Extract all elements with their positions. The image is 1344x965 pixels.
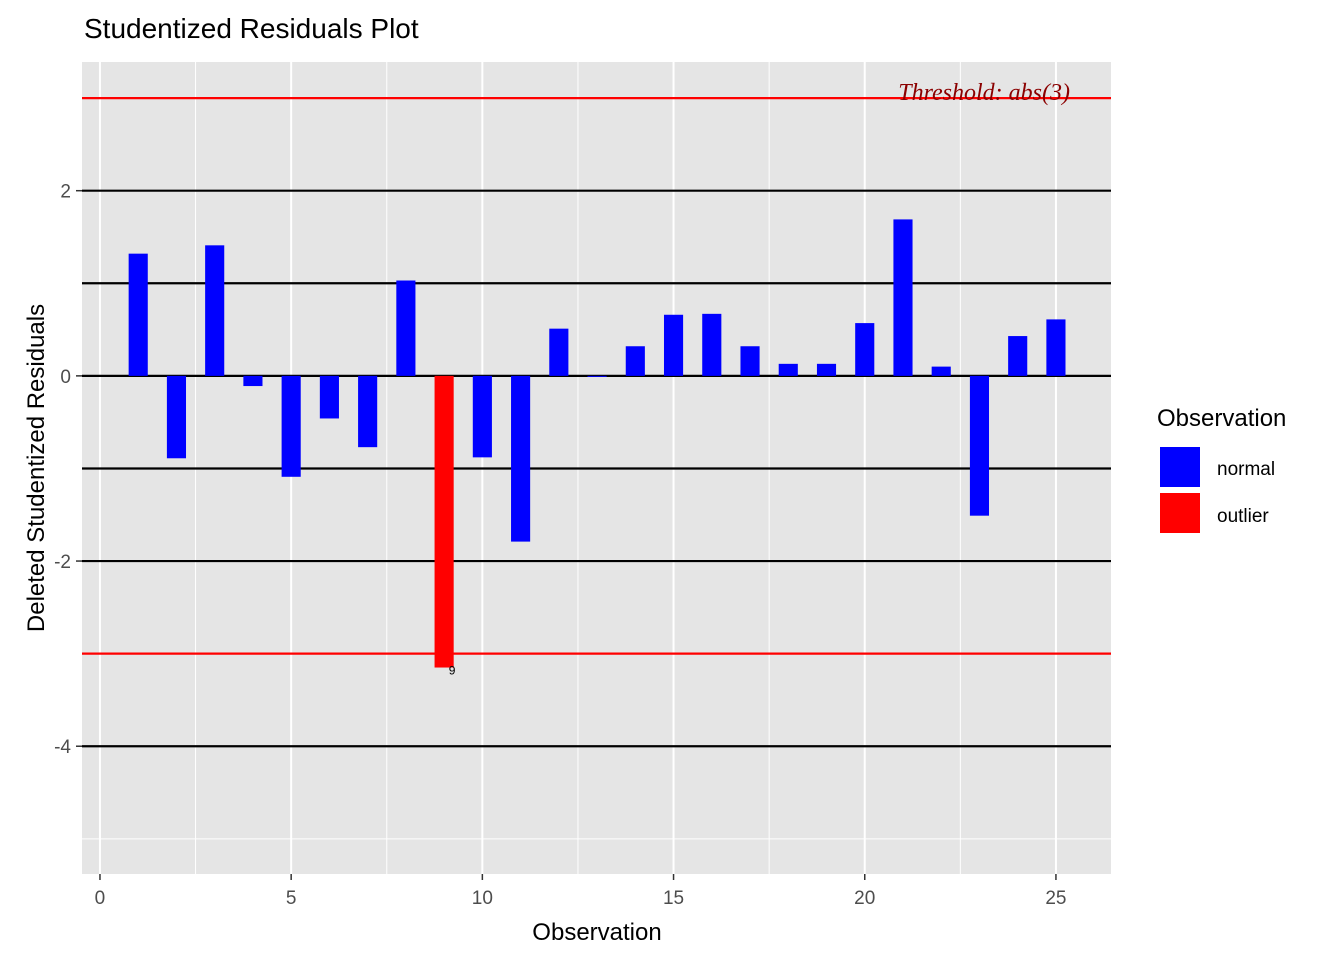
bar-obs-6 <box>319 375 339 419</box>
legend: Observation normal outlier <box>1157 405 1286 535</box>
x-tick-label: 10 <box>472 888 493 909</box>
bar-obs-2 <box>166 375 187 459</box>
y-tick-label: 2 <box>60 182 71 203</box>
bar-obs-25 <box>1046 319 1066 376</box>
bar-obs-14 <box>625 346 645 376</box>
legend-key-normal <box>1158 445 1202 489</box>
y-axis-label: Deleted Studentized Residuals <box>23 304 50 632</box>
x-tick-label: 25 <box>1045 888 1066 909</box>
bar-obs-5 <box>281 375 301 477</box>
y-tick-label: -4 <box>54 737 71 758</box>
bar-obs-9 <box>434 375 454 668</box>
y-tick-label: -2 <box>54 552 71 573</box>
x-tick-label: 0 <box>95 888 106 909</box>
legend-key-outlier <box>1158 491 1202 535</box>
bar-obs-15 <box>663 314 684 376</box>
bar-obs-19 <box>816 363 837 376</box>
bar-obs-10 <box>472 375 492 458</box>
bar-obs-17 <box>740 346 760 376</box>
threshold-label: Threshold: abs(3) <box>898 80 1070 106</box>
bar-obs-11 <box>511 375 531 542</box>
bar-obs-3 <box>205 245 225 376</box>
bar-obs-13 <box>587 375 607 377</box>
outlier-label: 9 <box>449 664 456 678</box>
bar-obs-16 <box>702 313 722 376</box>
bar-obs-7 <box>358 375 378 448</box>
bar-obs-18 <box>778 363 798 376</box>
bar-obs-8 <box>396 280 416 376</box>
y-tick-label: 0 <box>60 367 71 388</box>
bar-obs-23 <box>969 375 990 516</box>
x-tick-label: 5 <box>286 888 297 909</box>
bar-obs-20 <box>855 323 875 376</box>
legend-label-normal: normal <box>1217 459 1275 480</box>
bar-obs-24 <box>1008 336 1028 376</box>
x-tick-label: 20 <box>854 888 875 909</box>
legend-label-outlier: outlier <box>1217 506 1269 527</box>
bar-obs-4 <box>243 375 263 387</box>
bar-obs-21 <box>893 219 913 376</box>
legend-title: Observation <box>1157 405 1286 432</box>
x-tick-label: 15 <box>663 888 684 909</box>
bar-obs-22 <box>931 366 951 376</box>
x-axis-label: Observation <box>532 919 661 946</box>
chart-title: Studentized Residuals Plot <box>84 13 419 44</box>
bar-obs-1 <box>128 253 148 376</box>
bar-obs-12 <box>549 328 569 376</box>
